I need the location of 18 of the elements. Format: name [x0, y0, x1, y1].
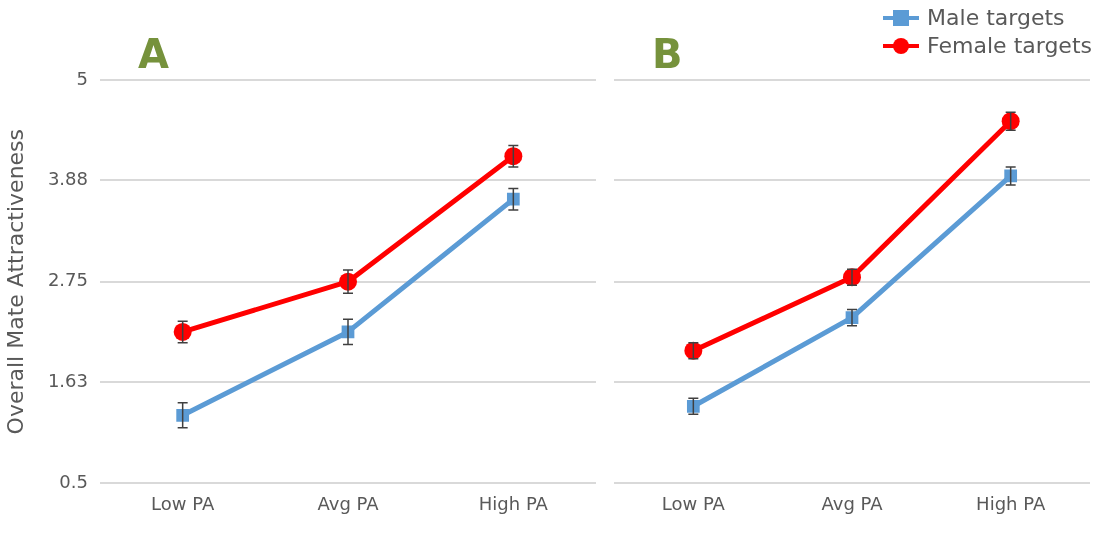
- x-tick-label: Avg PA: [317, 492, 380, 514]
- y-tick-label: 1.63: [47, 369, 88, 391]
- y-tick-label: 2.75: [47, 269, 88, 291]
- y-tick-label: 3.88: [47, 168, 88, 190]
- y-axis-title: Overall Mate Attractiveness: [2, 128, 28, 435]
- y-tick-label: 5: [76, 67, 88, 89]
- x-tick-label: Low PA: [151, 492, 215, 514]
- x-tick-label: Low PA: [661, 492, 726, 514]
- chart-title: B: [652, 31, 683, 77]
- x-tick-label: Avg PA: [821, 492, 884, 514]
- x-tick-label: High PA: [478, 492, 549, 514]
- chart-title: A: [138, 31, 169, 77]
- y-tick-label: 0.5: [59, 471, 88, 493]
- legend-label: Male targets: [927, 4, 1065, 32]
- x-tick-label: High PA: [976, 492, 1046, 514]
- legend-label: Female targets: [927, 32, 1092, 60]
- point: [176, 408, 190, 422]
- point: [506, 192, 520, 206]
